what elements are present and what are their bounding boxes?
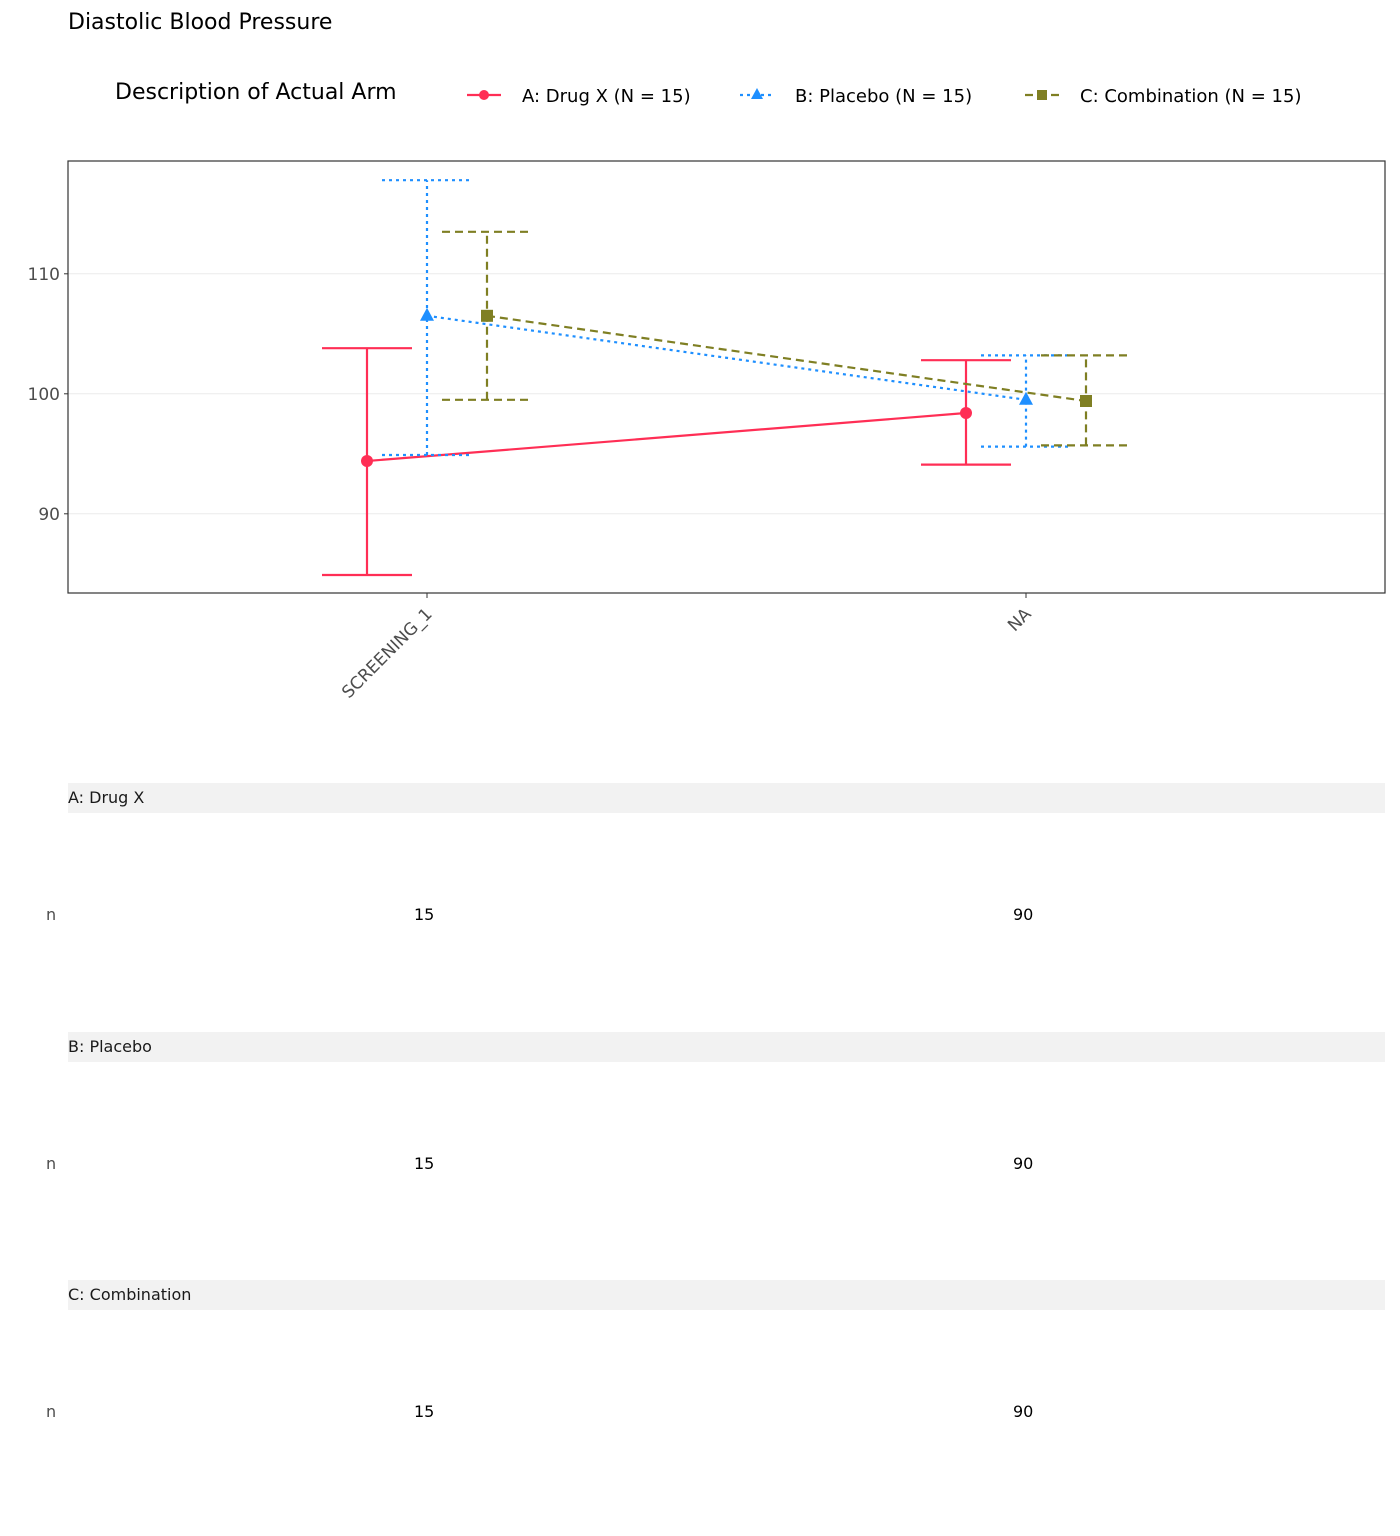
table-cell: 15 — [414, 1154, 435, 1173]
table-cell: 90 — [1013, 1402, 1034, 1421]
data-point — [1080, 395, 1092, 407]
table-cell: 15 — [414, 905, 435, 924]
series-2 — [442, 230, 1131, 447]
row-label: n — [46, 905, 57, 924]
legend-label: C: Combination (N = 15) — [1080, 86, 1301, 107]
row-label: n — [46, 1154, 57, 1173]
table-cell: 90 — [1013, 1154, 1034, 1173]
y-tick-label: 110 — [28, 265, 60, 285]
series-1 — [382, 179, 1071, 457]
data-point — [960, 407, 972, 419]
y-tick-label: 100 — [28, 385, 60, 405]
legend-marker — [1037, 90, 1047, 100]
legend-title: Description of Actual Arm — [115, 80, 397, 105]
series-0 — [322, 347, 1011, 577]
x-tick-label: NA — [1004, 604, 1036, 636]
legend-label: B: Placebo (N = 15) — [795, 86, 972, 107]
series-line — [486, 314, 1087, 403]
data-point — [1019, 391, 1033, 405]
series-line — [366, 411, 967, 463]
y-tick-label: 90 — [38, 505, 60, 525]
strip-group-c: C: Combination — [68, 1280, 1385, 1310]
plot-border — [67, 160, 1386, 594]
table-cell: 15 — [414, 1402, 435, 1421]
strip-group-b: B: Placebo — [68, 1032, 1385, 1062]
legend-marker — [479, 90, 489, 100]
table-cell: 90 — [1013, 905, 1034, 924]
legend-marker — [751, 88, 763, 99]
data-point — [420, 307, 434, 321]
legend-label: A: Drug X (N = 15) — [522, 86, 691, 107]
series-line — [426, 314, 1027, 401]
row-label: n — [46, 1402, 57, 1421]
strip-group-a: A: Drug X — [68, 783, 1385, 813]
data-point — [361, 455, 373, 467]
data-point — [481, 309, 493, 322]
chart-title: Diastolic Blood Pressure — [68, 10, 333, 35]
x-tick-label: SCREENING_1 — [338, 604, 436, 702]
plot-svg: 90 100 110 SCREENING_1 NA A: Drug X (N = 15) B… — [28, 86, 1386, 703]
